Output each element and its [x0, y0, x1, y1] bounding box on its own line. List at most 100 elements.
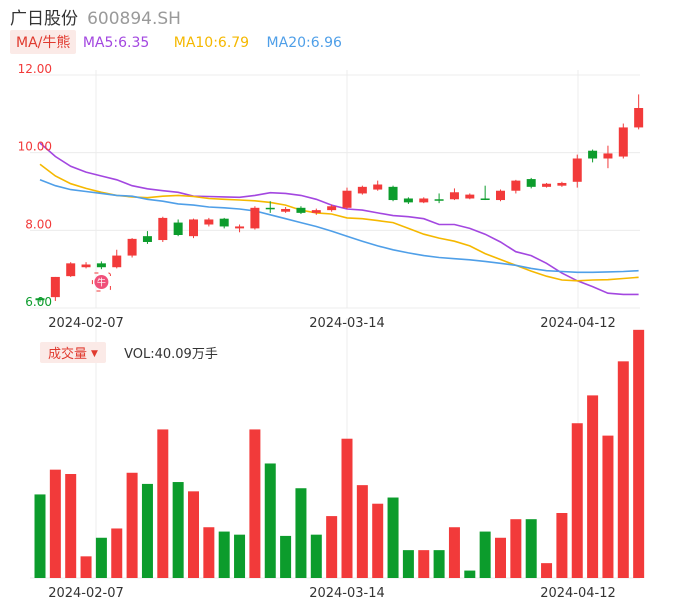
candle [35, 297, 45, 303]
volume-bar [49, 469, 61, 578]
candle-body [480, 198, 490, 200]
volume-bar [341, 438, 353, 578]
volume-bar [264, 463, 276, 578]
volume-bar [234, 534, 246, 578]
candle [204, 217, 214, 227]
candle [434, 193, 444, 204]
candlesticks [35, 94, 644, 303]
candle [281, 207, 291, 213]
candle [219, 217, 229, 229]
candle-body [419, 198, 429, 203]
candle-body [296, 207, 306, 213]
volume-bar [617, 361, 629, 578]
volume-date-label: 2024-02-07 [48, 586, 124, 601]
candle-body [127, 238, 137, 256]
marker-label: 牛 [97, 277, 106, 289]
volume-bar [356, 485, 368, 578]
volume-bar [95, 537, 107, 578]
volume-bar [80, 556, 92, 578]
candle-body [204, 219, 214, 225]
ma10-label: MA10:6.79 [173, 35, 250, 51]
candle [526, 177, 536, 189]
candle [173, 219, 183, 237]
volume-bar [65, 474, 77, 578]
candle-body [618, 127, 628, 157]
candle-body [342, 190, 352, 208]
candle-body [281, 208, 291, 212]
volume-bar [141, 483, 153, 578]
moving-average-lines [39, 142, 639, 296]
volume-bar [602, 435, 614, 578]
volume-date-label: 2024-04-12 [540, 586, 616, 601]
volume-bar [510, 519, 522, 578]
volume-bar [372, 503, 384, 578]
price-tick-label: 6.00 [25, 295, 52, 309]
candle-body [219, 218, 229, 227]
price-grid [30, 70, 640, 309]
ma20-line [39, 179, 639, 274]
price-tick-label: 12.00 [18, 62, 52, 76]
volume-bar [249, 429, 261, 578]
candle-body [50, 276, 60, 298]
candle-body [96, 263, 106, 268]
candle-body [449, 192, 459, 200]
date-axis-labels: 2024-02-07 2024-03-14 2024-04-12 2024-02-07… [48, 316, 616, 601]
candle [296, 206, 306, 215]
candle-body [357, 186, 367, 194]
candle [373, 180, 383, 191]
candle [588, 149, 598, 163]
volume-bar [495, 537, 506, 578]
stock-code: 600894.SH [87, 9, 181, 29]
volume-bar [433, 550, 445, 578]
dropdown-caret-icon: ▼ [91, 349, 98, 359]
candle [572, 154, 582, 188]
candle [50, 276, 60, 302]
volume-mode-selector[interactable]: 成交量 ▼ [40, 342, 106, 363]
candle [634, 94, 644, 130]
price-axis-labels: 12.00 10.00 8.00 6.00 [18, 62, 52, 309]
volume-bar [541, 563, 553, 578]
candle-body [250, 207, 260, 229]
bull-bear-marker-icon[interactable]: 牛 [91, 272, 111, 292]
price-date-label: 2024-04-12 [540, 316, 616, 331]
ma-mode-selector[interactable]: MA/牛熊 [10, 30, 77, 54]
volume-value: VOL:40.09万手 [124, 347, 218, 362]
volume-bar [556, 513, 568, 578]
ma5-line [39, 142, 639, 296]
candle [449, 188, 459, 201]
candle [419, 197, 429, 204]
volume-bar [571, 423, 583, 578]
price-tick-label: 10.00 [18, 140, 52, 154]
volume-bar [326, 516, 338, 578]
volume-bar [464, 570, 476, 578]
volume-bar [295, 488, 307, 578]
marker-badge [94, 275, 109, 289]
candle [112, 249, 122, 269]
candle [127, 238, 137, 258]
candle-body [189, 219, 198, 237]
volume-bar [448, 527, 460, 578]
candle-body [403, 198, 413, 203]
marker-frame [91, 272, 111, 292]
volume-date-label: 2024-03-14 [309, 586, 385, 601]
volume-bar [587, 395, 599, 578]
candle-body [603, 153, 613, 159]
candle [465, 193, 475, 200]
candle [235, 224, 245, 233]
candle-body [311, 210, 321, 213]
volume-bar [111, 528, 123, 578]
candle [603, 145, 613, 169]
candle-body [388, 186, 398, 201]
volume-bar [310, 534, 322, 578]
volume-bar [280, 535, 292, 578]
volume-bar [203, 527, 215, 578]
stock-name: 广日股份 [10, 9, 78, 29]
candle [480, 185, 490, 201]
candle-body [235, 226, 245, 229]
candle [265, 201, 275, 213]
candle [618, 123, 628, 159]
candle [496, 189, 505, 202]
volume-legend: 成交量 ▼ VOL:40.09万手 [40, 342, 218, 363]
price-date-label: 2024-02-07 [48, 316, 124, 331]
